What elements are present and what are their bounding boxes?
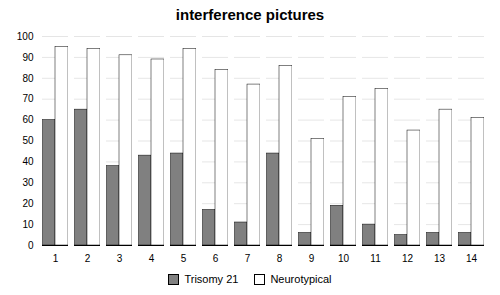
svg-text:4: 4 xyxy=(149,253,155,264)
svg-text:8: 8 xyxy=(277,253,283,264)
svg-text:100: 100 xyxy=(17,31,34,42)
svg-text:6: 6 xyxy=(213,253,219,264)
svg-text:7: 7 xyxy=(245,253,251,264)
svg-text:5: 5 xyxy=(181,253,187,264)
svg-text:3: 3 xyxy=(117,253,123,264)
svg-text:12: 12 xyxy=(402,253,414,264)
svg-text:30: 30 xyxy=(22,177,34,188)
svg-text:80: 80 xyxy=(22,73,34,84)
svg-text:60: 60 xyxy=(22,114,34,125)
svg-text:2: 2 xyxy=(85,253,91,264)
html-text:interference pictures: interference pictures xyxy=(175,6,325,23)
svg-text:9: 9 xyxy=(309,253,315,264)
html-text:Neurotypical: Neurotypical xyxy=(270,273,332,285)
svg-text:13: 13 xyxy=(434,253,446,264)
svg-text:20: 20 xyxy=(22,198,34,209)
svg-text:40: 40 xyxy=(22,156,34,167)
svg-text:1: 1 xyxy=(53,253,59,264)
svg-text:70: 70 xyxy=(22,93,34,104)
svg-text:11: 11 xyxy=(370,253,381,264)
svg-text:10: 10 xyxy=(22,219,34,230)
svg-text:0: 0 xyxy=(28,240,34,251)
svg-text:14: 14 xyxy=(466,253,478,264)
svg-text:50: 50 xyxy=(22,135,34,146)
svg-text:90: 90 xyxy=(22,52,34,63)
html-text:Trisomy 21: Trisomy 21 xyxy=(184,273,239,285)
svg-text:10: 10 xyxy=(338,253,350,264)
